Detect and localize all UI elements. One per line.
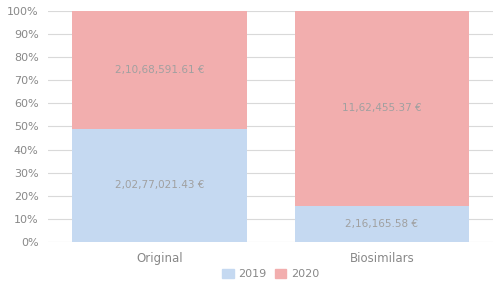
Text: 2,16,165.58 €: 2,16,165.58 €: [346, 219, 418, 229]
Bar: [72, 129, 247, 242]
Text: 2,10,68,591.61 €: 2,10,68,591.61 €: [114, 65, 204, 75]
Bar: [72, 11, 247, 129]
Legend: 2019, 2020: 2019, 2020: [219, 266, 322, 283]
Text: 2,02,77,021.43 €: 2,02,77,021.43 €: [115, 180, 204, 190]
Text: 11,62,455.37 €: 11,62,455.37 €: [342, 103, 421, 113]
Bar: [294, 206, 469, 242]
Bar: [294, 11, 469, 206]
